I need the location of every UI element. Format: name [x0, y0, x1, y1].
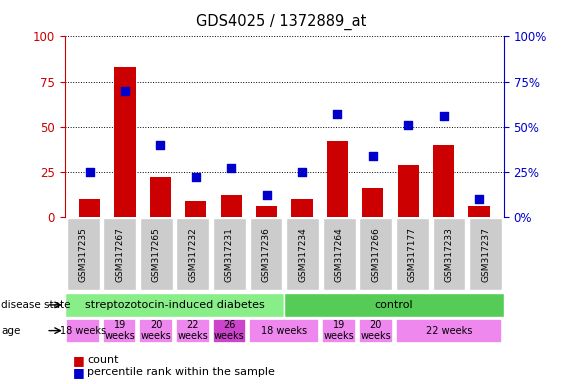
FancyBboxPatch shape — [284, 293, 504, 317]
FancyBboxPatch shape — [213, 319, 246, 343]
Text: 22 weeks: 22 weeks — [426, 326, 472, 336]
FancyBboxPatch shape — [103, 218, 136, 290]
FancyBboxPatch shape — [213, 218, 246, 290]
FancyBboxPatch shape — [66, 218, 100, 290]
FancyBboxPatch shape — [65, 293, 284, 317]
FancyBboxPatch shape — [176, 319, 209, 343]
Point — [120, 88, 129, 94]
FancyBboxPatch shape — [323, 319, 356, 343]
Point — [475, 196, 484, 202]
Point — [368, 152, 377, 159]
Bar — [327, 141, 348, 217]
Bar — [433, 145, 454, 217]
FancyBboxPatch shape — [249, 218, 283, 290]
Text: 19
weeks: 19 weeks — [104, 320, 135, 341]
Point — [191, 174, 200, 180]
Text: GSM317264: GSM317264 — [335, 227, 343, 282]
Text: GSM317232: GSM317232 — [189, 227, 197, 282]
Text: GSM317267: GSM317267 — [115, 227, 124, 282]
Bar — [256, 206, 277, 217]
Text: GSM317237: GSM317237 — [481, 227, 490, 282]
Bar — [150, 177, 171, 217]
Text: 20
weeks: 20 weeks — [360, 320, 391, 341]
Text: count: count — [87, 355, 119, 365]
FancyBboxPatch shape — [469, 218, 502, 290]
FancyBboxPatch shape — [140, 218, 173, 290]
Text: percentile rank within the sample: percentile rank within the sample — [87, 367, 275, 377]
Point — [156, 142, 165, 148]
Text: 22
weeks: 22 weeks — [177, 320, 208, 341]
Text: GSM317231: GSM317231 — [225, 227, 234, 282]
Text: ■: ■ — [73, 366, 85, 379]
Bar — [362, 188, 383, 217]
FancyBboxPatch shape — [103, 319, 136, 343]
FancyBboxPatch shape — [323, 218, 356, 290]
Point — [404, 122, 413, 128]
Text: GSM317266: GSM317266 — [372, 227, 380, 282]
Bar — [79, 199, 100, 217]
FancyBboxPatch shape — [396, 319, 502, 343]
Text: 18 weeks: 18 weeks — [60, 326, 106, 336]
FancyBboxPatch shape — [286, 218, 319, 290]
Point — [262, 192, 271, 199]
FancyBboxPatch shape — [359, 319, 392, 343]
Point — [297, 169, 306, 175]
Bar — [468, 206, 490, 217]
Text: GSM317236: GSM317236 — [262, 227, 270, 282]
Point — [227, 165, 236, 171]
Text: control: control — [375, 300, 413, 310]
FancyBboxPatch shape — [432, 218, 466, 290]
Point — [439, 113, 448, 119]
Text: 20
weeks: 20 weeks — [141, 320, 172, 341]
Text: GDS4025 / 1372889_at: GDS4025 / 1372889_at — [196, 13, 367, 30]
Text: ■: ■ — [73, 354, 85, 367]
Text: GSM317233: GSM317233 — [445, 227, 453, 282]
Text: GSM317177: GSM317177 — [408, 227, 417, 282]
Point — [85, 169, 94, 175]
Text: GSM317234: GSM317234 — [298, 227, 307, 282]
Text: GSM317235: GSM317235 — [79, 227, 87, 282]
Text: age: age — [1, 326, 20, 336]
Text: GSM317265: GSM317265 — [152, 227, 160, 282]
Text: 26
weeks: 26 weeks — [214, 320, 245, 341]
FancyBboxPatch shape — [140, 319, 173, 343]
Text: streptozotocin-induced diabetes: streptozotocin-induced diabetes — [84, 300, 265, 310]
Bar — [185, 201, 207, 217]
FancyBboxPatch shape — [396, 218, 429, 290]
Text: disease state: disease state — [1, 300, 70, 310]
Text: 19
weeks: 19 weeks — [324, 320, 355, 341]
FancyBboxPatch shape — [176, 218, 209, 290]
FancyBboxPatch shape — [66, 319, 100, 343]
Bar — [292, 199, 312, 217]
Text: 18 weeks: 18 weeks — [261, 326, 307, 336]
FancyBboxPatch shape — [359, 218, 392, 290]
Bar — [397, 165, 419, 217]
Bar — [221, 195, 242, 217]
Bar — [114, 67, 136, 217]
FancyBboxPatch shape — [249, 319, 319, 343]
Point — [333, 111, 342, 117]
